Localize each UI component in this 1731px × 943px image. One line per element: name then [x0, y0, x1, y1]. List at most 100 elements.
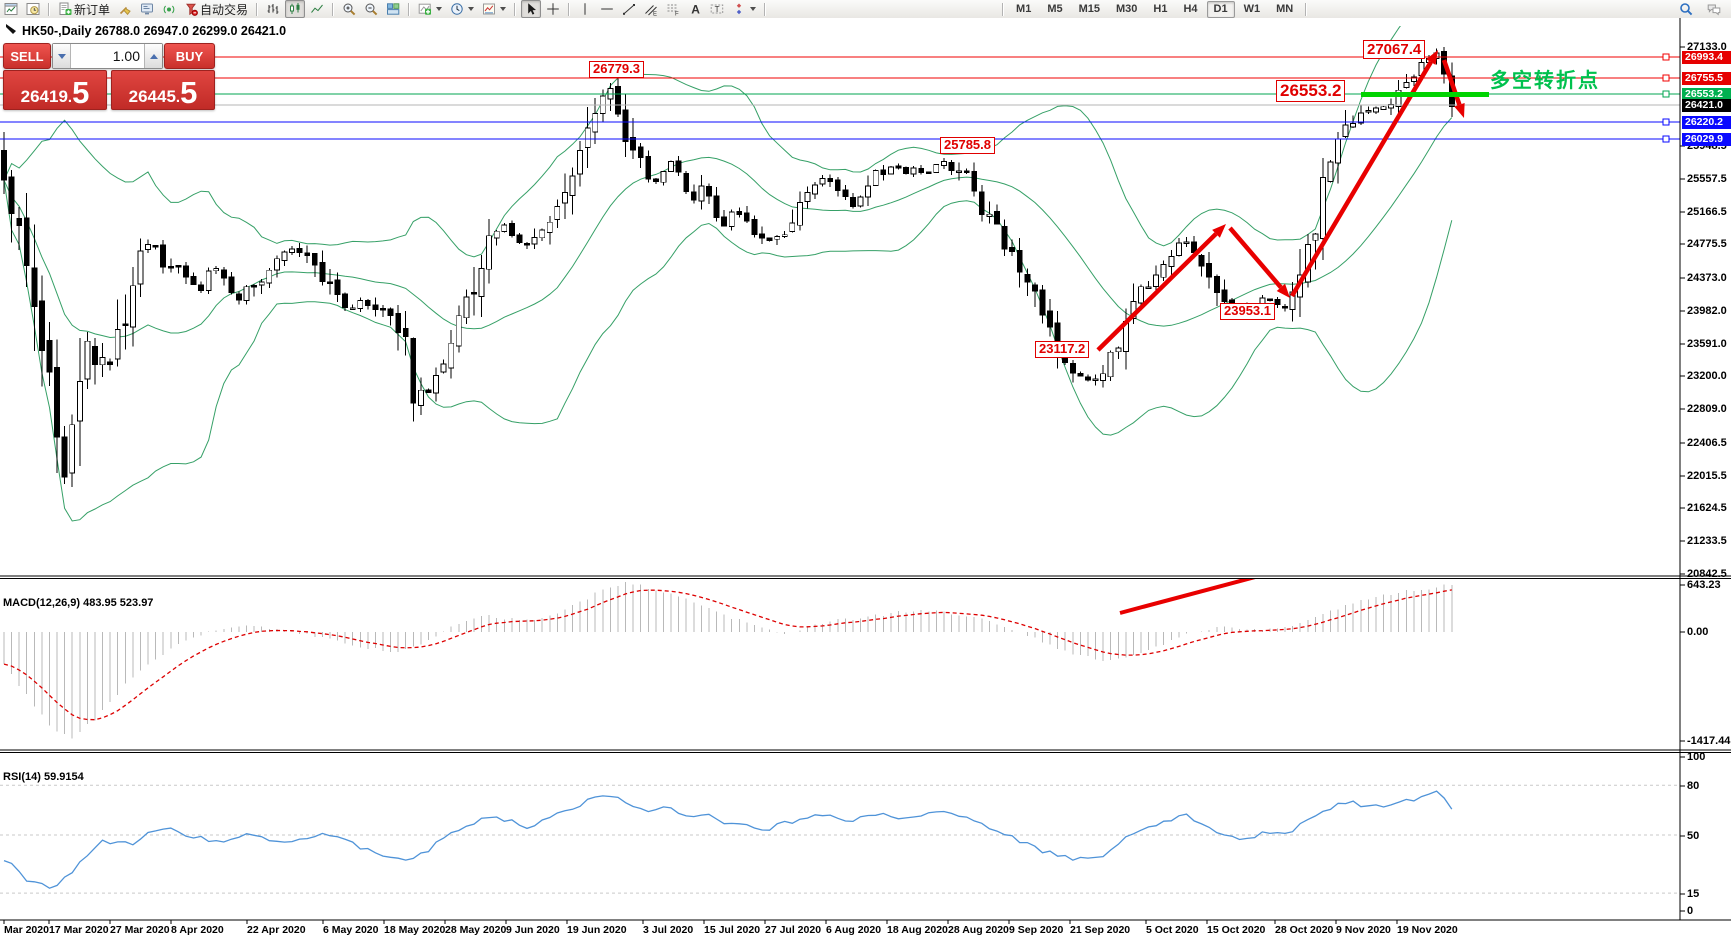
toolbar-separator	[568, 2, 571, 16]
crosshair-button[interactable]	[543, 0, 563, 18]
new-order-label: 新订单	[74, 2, 111, 17]
zoom-out-button[interactable]	[361, 0, 381, 18]
toolbar-separator	[256, 2, 259, 16]
sell-price-int: 26419	[20, 87, 68, 106]
new-order-button[interactable]: 新订单	[55, 0, 113, 18]
timeframe-m30-button[interactable]: M30	[1116, 2, 1138, 15]
date-label: 19 Jun 2020	[567, 924, 627, 936]
price-tick-label: 27133.0	[1687, 40, 1727, 53]
price-tag: 26553.2	[1682, 87, 1731, 101]
date-label: 5 Oct 2020	[1146, 924, 1199, 936]
annotation-label[interactable]: 23953.1	[1220, 303, 1275, 320]
terminal-button[interactable]	[137, 0, 157, 18]
chart-candles-icon	[288, 2, 302, 16]
toolbar-separator	[514, 2, 517, 16]
timeframe-m5-button[interactable]: M5	[1047, 2, 1063, 15]
profiles-icon	[26, 2, 40, 16]
timeframe-m1-button[interactable]: M1	[1016, 2, 1032, 15]
timeframe-d1-button[interactable]: D1	[1206, 0, 1235, 18]
shapes-button[interactable]	[729, 0, 759, 18]
trendline-icon	[622, 2, 636, 16]
annotation-label[interactable]: 23117.2	[1035, 341, 1090, 358]
chart-bars-button[interactable]	[263, 0, 283, 18]
chart-canvas[interactable]	[0, 18, 1731, 943]
macd-histogram	[3, 582, 1453, 739]
autotrade-button[interactable]: 自动交易	[181, 0, 251, 18]
tile-windows-icon	[386, 2, 400, 16]
chart-candles-button[interactable]	[285, 0, 306, 18]
zoom-out-icon	[364, 2, 378, 16]
chart-arrow-icon	[5, 23, 17, 38]
date-label: 19 Nov 2020	[1397, 924, 1458, 936]
chart-title: HK50-,Daily 26788.0 26947.0 26299.0 2642…	[5, 23, 286, 38]
rsi-scale-label: 0	[1687, 904, 1694, 917]
trendline-button[interactable]	[619, 0, 639, 18]
svg-text:T: T	[715, 5, 720, 14]
buy-price-dot: .	[175, 89, 181, 106]
annotation-label[interactable]: 25785.8	[940, 137, 995, 154]
indicators-button[interactable]	[415, 0, 445, 18]
timeframe-h4-button[interactable]: H4	[1183, 2, 1198, 15]
toolbar-separator	[48, 2, 50, 16]
chart-new-button[interactable]	[1, 0, 21, 18]
toolbar-separator	[1002, 2, 1005, 16]
price-tick-label: 23200.0	[1687, 369, 1727, 382]
crosshair-icon	[546, 2, 560, 16]
hline-icon	[600, 2, 614, 16]
text-button[interactable]: A	[685, 0, 705, 18]
timeframe-w1-button[interactable]: W1	[1243, 2, 1261, 15]
chat-button[interactable]	[1704, 0, 1724, 18]
one-click-trading-panel: SELL BUY 26419.5 26445.5	[0, 40, 216, 122]
timeframe-h1-button[interactable]: H1	[1153, 2, 1168, 15]
zoom-in-button[interactable]	[339, 0, 359, 18]
sell-price-dec: 5	[72, 75, 90, 110]
chart-line-button[interactable]	[307, 0, 327, 18]
buy-price[interactable]: 26445. 5	[111, 70, 215, 110]
main-price-pane	[1, 26, 1455, 522]
timeframe-m15-button[interactable]: M15	[1078, 2, 1100, 15]
annotation-label[interactable]: 27067.4	[1363, 40, 1426, 60]
macd-pane	[3, 579, 1453, 739]
price-tick-label: 24373.0	[1687, 271, 1727, 284]
trend-arrows[interactable]	[1096, 50, 1489, 352]
pivot-green-bar[interactable]	[1361, 92, 1489, 97]
triangle-down-icon	[57, 53, 66, 59]
vline-button[interactable]	[575, 0, 595, 18]
fibo-button[interactable]: F	[663, 0, 683, 18]
volume-increase-button[interactable]	[144, 44, 162, 68]
timeframe-mn-button[interactable]: MN	[1276, 2, 1294, 15]
annotation-label[interactable]: 26779.3	[589, 61, 644, 78]
volume-input[interactable]	[71, 44, 144, 68]
date-label: 3 Jul 2020	[643, 924, 694, 936]
chevron-down-icon	[436, 7, 443, 11]
channel-button[interactable]: E	[641, 0, 661, 18]
tile-windows-button[interactable]	[383, 0, 403, 18]
hline-button[interactable]	[597, 0, 617, 18]
search-button[interactable]	[1676, 0, 1696, 18]
signal-button[interactable]	[159, 0, 179, 18]
pivot-annotation-text[interactable]: 多空转折点	[1490, 70, 1600, 92]
price-tag: 26029.9	[1682, 132, 1731, 146]
date-label: 27 Jul 2020	[765, 924, 822, 936]
candlesticks	[1, 46, 1455, 487]
buy-button[interactable]: BUY	[164, 43, 215, 69]
shapes-icon	[732, 2, 746, 16]
periods-button[interactable]	[447, 0, 477, 18]
volume-decrease-button[interactable]	[53, 44, 71, 68]
annotation-label[interactable]: 26553.2	[1276, 80, 1346, 102]
sell-price[interactable]: 26419. 5	[3, 70, 107, 110]
profiles-button[interactable]	[23, 0, 43, 18]
label-button[interactable]: T	[707, 0, 727, 18]
toolbar-separator	[408, 2, 411, 16]
sell-button[interactable]: SELL	[3, 43, 51, 69]
toolbar-separator	[1305, 2, 1308, 16]
price-tick-label: 21624.5	[1687, 501, 1727, 514]
broom-button[interactable]	[115, 0, 135, 18]
text-icon: A	[688, 2, 702, 17]
price-tick-label: 21233.5	[1687, 534, 1727, 547]
zoom-in-icon	[342, 2, 356, 16]
date-label: 22 Apr 2020	[247, 924, 306, 936]
signal-icon	[162, 2, 176, 16]
templates-button[interactable]	[479, 0, 509, 18]
cursor-button[interactable]	[521, 0, 542, 18]
